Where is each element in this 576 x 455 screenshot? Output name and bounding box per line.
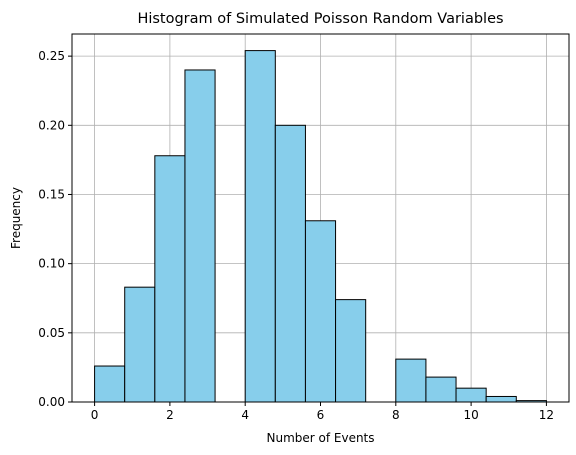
histogram-bar-10 (395, 358, 427, 403)
histogram-bar-2 (154, 155, 186, 403)
histogram-bar-7 (304, 220, 337, 403)
histogram-bar-3 (184, 69, 216, 403)
histogram-bar-11 (425, 376, 457, 403)
x-tick-label-1: 2 (166, 408, 174, 422)
y-tick-label-2: 0.10 (38, 257, 65, 271)
y-tick-label-4: 0.20 (38, 118, 65, 132)
histogram-bar-0 (94, 365, 126, 403)
histogram-bar-12 (455, 387, 487, 403)
histogram-bars (94, 50, 547, 403)
histogram-bar-1 (124, 286, 156, 403)
histogram-bar-8 (335, 299, 367, 403)
x-tick-label-0: 0 (91, 408, 99, 422)
x-tick-label-6: 12 (539, 408, 554, 422)
y-axis-label: Frequency (9, 187, 23, 249)
y-tick-label-0: 0.00 (38, 395, 65, 409)
x-tick-label-2: 4 (241, 408, 249, 422)
y-tick-label-5: 0.25 (38, 49, 65, 63)
x-tick-label-5: 10 (463, 408, 478, 422)
y-tick-label-1: 0.05 (38, 326, 65, 340)
histogram-bar-6 (274, 124, 306, 403)
axis-ticks: 0 2 4 6 8 10 12 0.00 0.05 0.10 0.15 0.20 0.25 (38, 49, 554, 422)
chart-title: Histogram of Simulated Poisson Random Va… (137, 11, 503, 27)
y-tick-label-3: 0.15 (38, 187, 65, 201)
histogram-bar-5 (244, 50, 276, 403)
histogram-bar-13 (485, 395, 517, 403)
x-tick-label-3: 6 (317, 408, 325, 422)
x-axis-label: Number of Events (266, 431, 374, 445)
x-tick-label-4: 8 (392, 408, 400, 422)
